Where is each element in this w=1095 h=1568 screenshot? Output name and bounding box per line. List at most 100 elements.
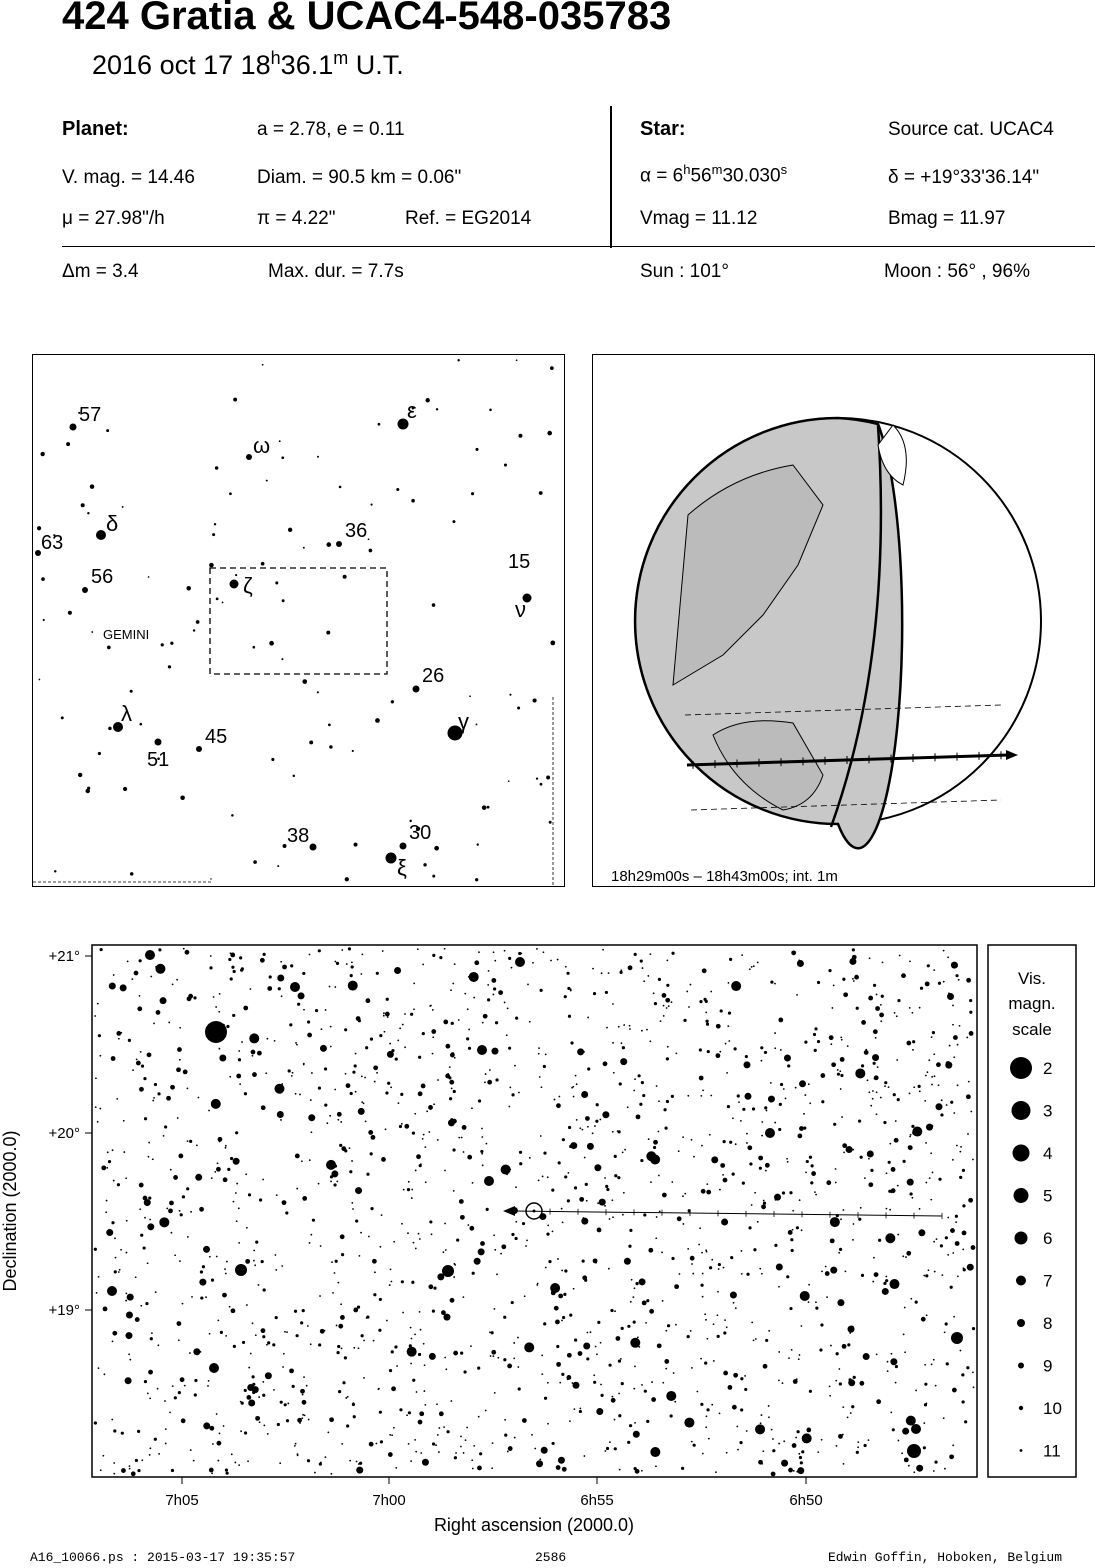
ra-prefix: α = 6: [640, 165, 684, 187]
field-star: [504, 1433, 508, 1437]
field-star: [353, 1307, 359, 1313]
field-star: [868, 1091, 871, 1094]
field-star: [368, 1130, 374, 1135]
finder-chart: GEMINI 57 ε ω 63 δ 36 56 ζ 15 ν 26 λ 45 …: [32, 354, 565, 887]
field-star: [286, 1331, 288, 1334]
field-star: [873, 1075, 879, 1081]
field-star: [294, 1442, 297, 1445]
field-star: [953, 1056, 956, 1059]
field-star: [536, 948, 538, 950]
field-star: [149, 1337, 153, 1341]
legend-magnitude-label: 11: [1043, 1442, 1061, 1461]
field-star: [820, 1323, 824, 1327]
star-label-45: 45: [205, 726, 227, 748]
field-star: [352, 1208, 354, 1210]
field-star: [474, 960, 480, 966]
field-star: [648, 1247, 654, 1253]
field-star: [477, 1248, 485, 1256]
field-star: [231, 965, 235, 969]
field-star: [657, 1174, 660, 1177]
field-star: [162, 1134, 165, 1137]
field-star: [887, 1086, 890, 1088]
field-star: [217, 1319, 220, 1322]
field-star: [912, 1040, 916, 1044]
field-star: [421, 1032, 425, 1036]
field-star: [829, 1217, 840, 1228]
field-star: [241, 1340, 246, 1345]
field-star: [605, 1446, 610, 1451]
field-star: [146, 1392, 149, 1395]
field-star: [705, 1022, 710, 1026]
field-star: [547, 1224, 550, 1227]
field-star: [460, 1351, 464, 1355]
field-star: [571, 1382, 574, 1384]
globe-caption: 18h29m00s – 18h43m00s; int. 1m: [611, 868, 838, 885]
field-star: [742, 1107, 746, 1111]
field-star: [875, 1113, 878, 1116]
field-star: [692, 1272, 695, 1275]
field-star: [364, 1120, 367, 1123]
field-star: [813, 1048, 817, 1052]
field-star: [561, 1372, 565, 1376]
field-star: [399, 1408, 403, 1412]
field-star: [725, 1451, 728, 1454]
field-star: [620, 1382, 624, 1386]
field-star: [170, 1468, 175, 1473]
field-star: [651, 1381, 653, 1383]
field-star: [881, 961, 884, 964]
field-star: [894, 1120, 897, 1122]
finder-field-star: [470, 492, 475, 496]
field-star: [417, 1091, 423, 1097]
field-star: [438, 1451, 440, 1453]
finder-background-stars: [36, 359, 556, 882]
finder-named-star: [229, 579, 239, 589]
field-star: [596, 1227, 602, 1233]
field-star: [953, 1315, 956, 1318]
field-star: [400, 1092, 404, 1096]
field-star: [698, 1243, 701, 1246]
field-star: [310, 1233, 313, 1236]
field-star: [812, 1032, 817, 1037]
field-star: [916, 1464, 924, 1472]
finder-field-star: [139, 722, 143, 726]
field-star: [297, 1002, 301, 1006]
field-star: [299, 1093, 301, 1096]
field-star: [701, 1452, 704, 1455]
field-star: [253, 1259, 255, 1262]
field-star: [924, 1363, 927, 1366]
field-star: [583, 1455, 586, 1457]
field-star: [909, 960, 911, 963]
field-star: [225, 1471, 229, 1475]
field-star: [799, 1290, 810, 1301]
field-star: [179, 1377, 185, 1383]
field-star: [257, 1284, 260, 1286]
field-star: [445, 1368, 448, 1371]
field-star: [193, 1348, 201, 1356]
bright-star: [484, 1176, 494, 1186]
field-star: [260, 1105, 266, 1111]
field-star: [354, 1052, 357, 1055]
field-star: [743, 1061, 751, 1069]
field-star: [149, 1218, 152, 1221]
field-star: [97, 1367, 100, 1370]
finder-field-star: [253, 860, 257, 864]
field-star: [783, 1440, 786, 1443]
field-star: [586, 1142, 594, 1150]
field-star: [705, 1415, 708, 1418]
star-label-gamma: γ: [458, 709, 469, 734]
field-star: [717, 1290, 719, 1293]
field-star: [443, 1019, 449, 1025]
field-star: [952, 1004, 954, 1007]
field-star: [699, 1000, 703, 1004]
field-star: [224, 1146, 227, 1149]
field-star: [781, 1191, 786, 1195]
field-star: [859, 1155, 863, 1159]
field-star: [798, 1452, 801, 1455]
field-star: [767, 1405, 770, 1407]
field-star: [909, 1135, 912, 1138]
field-star: [550, 1282, 561, 1293]
field-star: [778, 1351, 781, 1353]
field-star: [902, 1255, 905, 1258]
field-star: [720, 1163, 726, 1168]
